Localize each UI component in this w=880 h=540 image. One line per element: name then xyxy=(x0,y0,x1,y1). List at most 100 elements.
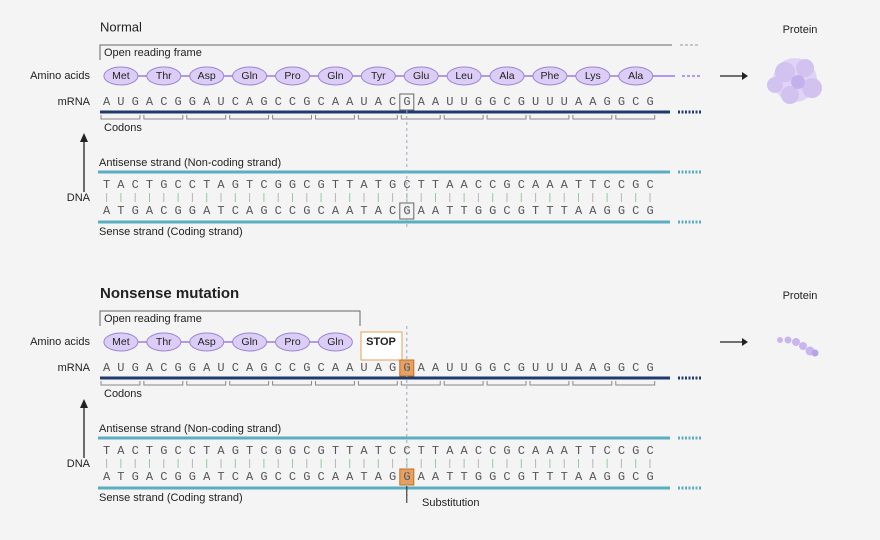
codon-bracket xyxy=(572,381,613,386)
amino-acid xyxy=(232,66,268,86)
amino-acid xyxy=(403,66,439,86)
amino-acid xyxy=(189,332,225,352)
arrow-head xyxy=(80,133,88,142)
amino-acids-label: Amino acids xyxy=(30,70,90,82)
amino-acid-label: Met xyxy=(112,70,130,82)
codons-label: Codons xyxy=(104,388,142,400)
codon-bracket xyxy=(529,115,570,120)
codon-bracket xyxy=(315,381,355,386)
amino-acid-label: Pro xyxy=(284,336,301,348)
codon-bracket xyxy=(572,115,613,120)
codon-bracket xyxy=(443,381,484,386)
protein-label: Protein xyxy=(783,24,818,36)
panel-title: Nonsense mutation xyxy=(100,285,239,302)
codon-bracket xyxy=(143,115,184,120)
codon-bracket xyxy=(229,115,270,120)
orf-bracket xyxy=(99,44,672,60)
antisense-label: Antisense strand (Non-coding strand) xyxy=(99,423,281,435)
amino-acid-label: Phe xyxy=(541,70,560,82)
amino-acid-label: Asp xyxy=(198,70,216,82)
stop-box xyxy=(360,331,403,361)
codons-label: Codons xyxy=(104,122,142,134)
amino-acid-label: Met xyxy=(112,336,130,348)
codon-bracket xyxy=(143,381,184,386)
orf-bracket xyxy=(99,310,361,326)
codon-bracket xyxy=(615,115,656,120)
codon-bracket xyxy=(529,381,570,386)
amino-acid-label: Asp xyxy=(198,336,216,348)
protein-label: Protein xyxy=(783,290,818,302)
sense-sequence: ATGACGGATCAGCCGCAATAGGAATTGGCGTTTAAGGCG xyxy=(103,470,661,484)
codon-bracket xyxy=(443,115,484,120)
amino-acid-label: Tyr xyxy=(371,70,386,82)
amino-acid-label: Pro xyxy=(284,70,301,82)
amino-acid xyxy=(317,332,353,352)
amino-acid-label: Gln xyxy=(327,70,344,82)
amino-acid-label: Glu xyxy=(413,70,430,82)
amino-acids-label: Amino acids xyxy=(30,336,90,348)
amino-acid-label: Gln xyxy=(241,70,258,82)
amino-acid xyxy=(232,332,268,352)
amino-acid-label: Thr xyxy=(156,336,172,348)
codon-bracket xyxy=(186,115,227,120)
sense-sequence: ATGACGGATCAGCCGCAATACGAATTGGCGTTTAAGGCG xyxy=(103,204,661,218)
amino-acid xyxy=(189,66,225,86)
amino-acid xyxy=(103,332,139,352)
protein-blob xyxy=(767,58,822,104)
antisense-label: Antisense strand (Non-coding strand) xyxy=(99,157,281,169)
codon-bracket xyxy=(400,381,441,386)
codon-bracket xyxy=(229,381,270,386)
arrow-head xyxy=(80,399,88,408)
codon-bracket xyxy=(357,381,398,386)
mrna-label: mRNA xyxy=(58,96,91,108)
codon-bracket xyxy=(100,115,141,120)
mrna-label: mRNA xyxy=(58,362,91,374)
dna-label: DNA xyxy=(67,192,91,204)
amino-acid-label: Leu xyxy=(455,70,473,82)
amino-acid xyxy=(618,66,654,86)
amino-acid xyxy=(446,66,482,86)
amino-acid xyxy=(146,66,182,86)
amino-acid xyxy=(146,332,182,352)
codon-bracket xyxy=(615,381,656,386)
antisense-sequence: TACTGCCTAGTCGGCGTTATCCTTAACCGCAAATTCCGC xyxy=(103,444,661,458)
antisense-sequence: TACTGCCTAGTCGGCGTTATGCTTAACCGCAAATTCCGC xyxy=(103,178,661,192)
amino-acid xyxy=(317,66,353,86)
codon-bracket xyxy=(100,381,141,386)
panel-title: Normal xyxy=(100,19,142,34)
amino-acid xyxy=(275,332,310,352)
amino-acid-label: Gln xyxy=(241,336,258,348)
mrna-sequence: AUGACGGAUCAGCCGCAAUAGGAAUUGGCGUUUAAGGCG xyxy=(103,361,661,375)
codon-bracket xyxy=(357,115,398,120)
stop-label: STOP xyxy=(366,336,396,348)
sense-label: Sense strand (Coding strand) xyxy=(99,492,243,504)
orf-label: Open reading frame xyxy=(104,47,202,59)
codon-bracket xyxy=(272,381,312,386)
mrna-sequence: AUGACGGAUCAGCCGCAAUACGAAUUGGCGUUUAAGGCG xyxy=(103,95,661,109)
amino-acid-label: Lys xyxy=(585,70,601,82)
substitution-label: Substitution xyxy=(422,497,479,509)
arrow-head xyxy=(742,338,748,346)
codon-bracket xyxy=(186,381,227,386)
codon-bracket xyxy=(315,115,355,120)
dna-label: DNA xyxy=(67,458,91,470)
amino-acid xyxy=(532,66,568,86)
amino-acid xyxy=(275,66,310,86)
codon-bracket xyxy=(272,115,312,120)
amino-acid-label: Ala xyxy=(499,70,514,82)
orf-label: Open reading frame xyxy=(104,313,202,325)
amino-acid-label: Thr xyxy=(156,70,172,82)
codon-bracket xyxy=(486,381,527,386)
amino-acid xyxy=(103,66,139,86)
amino-acid xyxy=(360,66,396,86)
sense-label: Sense strand (Coding strand) xyxy=(99,226,243,238)
arrow-head xyxy=(742,72,748,80)
codon-bracket xyxy=(400,115,441,120)
amino-acid xyxy=(575,66,611,86)
amino-acid-label: Gln xyxy=(327,336,344,348)
amino-acid-label: Ala xyxy=(628,70,643,82)
short-protein xyxy=(777,336,819,357)
